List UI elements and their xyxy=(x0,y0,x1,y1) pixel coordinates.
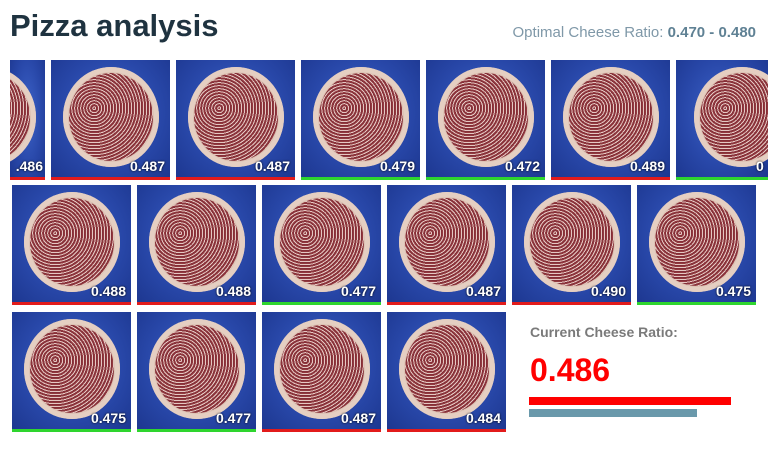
reference-ratio-bar xyxy=(529,409,697,417)
cheese-ratio-value: 0.488 xyxy=(215,283,251,299)
pizza-tile[interactable]: 0 xyxy=(676,60,768,180)
pizza-tile[interactable]: 0.488 xyxy=(12,185,131,305)
pizza-tile[interactable]: 0.487 xyxy=(176,60,295,180)
cheese-ratio-value: 0.490 xyxy=(590,283,626,299)
pizza-image xyxy=(23,191,120,292)
cheese-ratio-value: .486 xyxy=(15,158,43,174)
current-ratio-value: 0.486 xyxy=(530,352,611,388)
pizza-image xyxy=(694,66,768,167)
pizza-image xyxy=(273,191,370,292)
pizza-image xyxy=(273,318,370,419)
cheese-ratio-value: 0.487 xyxy=(340,410,376,426)
cheese-ratio-value: 0.477 xyxy=(215,410,251,426)
pizza-image xyxy=(187,66,284,167)
pizza-tile[interactable]: 0.489 xyxy=(551,60,670,180)
cheese-ratio-value: 0.475 xyxy=(90,410,126,426)
pizza-image xyxy=(23,318,120,419)
pizza-image xyxy=(62,66,159,167)
cheese-ratio-value: 0.479 xyxy=(379,158,415,174)
optimal-ratio: Optimal Cheese Ratio: 0.470 - 0.480 xyxy=(513,24,756,41)
page-title: Pizza analysis xyxy=(10,8,219,43)
cheese-ratio-value: 0.472 xyxy=(504,158,540,174)
pizza-image xyxy=(148,318,245,419)
optimal-label: Optimal Cheese Ratio: xyxy=(512,24,664,41)
pizza-image xyxy=(398,318,495,419)
pizza-image xyxy=(523,191,620,292)
cheese-ratio-value: 0.475 xyxy=(715,283,751,299)
cheese-ratio-value: 0.477 xyxy=(340,283,376,299)
pizza-tile[interactable]: 0.484 xyxy=(387,312,506,432)
pizza-tile[interactable]: 0.477 xyxy=(137,312,256,432)
pizza-tile[interactable]: 0.479 xyxy=(301,60,420,180)
optimal-range: 0.470 - 0.480 xyxy=(667,24,756,41)
pizza-tile[interactable]: 0.487 xyxy=(387,185,506,305)
pizza-image xyxy=(148,191,245,292)
pizza-tile[interactable]: 0.487 xyxy=(262,312,381,432)
pizza-image xyxy=(437,66,534,167)
pizza-tile[interactable]: 0.488 xyxy=(137,185,256,305)
pizza-tile[interactable]: 0.490 xyxy=(512,185,631,305)
pizza-tile[interactable]: 0.472 xyxy=(426,60,545,180)
pizza-image xyxy=(398,191,495,292)
current-ratio-bar xyxy=(529,397,731,405)
cheese-ratio-value: 0.487 xyxy=(254,158,290,174)
current-ratio-label: Current Cheese Ratio: xyxy=(530,324,678,340)
pizza-tile[interactable]: .486 xyxy=(10,60,45,180)
pizza-tile[interactable]: 0.477 xyxy=(262,185,381,305)
cheese-ratio-value: 0.487 xyxy=(465,283,501,299)
cheese-ratio-value: 0.484 xyxy=(465,410,501,426)
pizza-image xyxy=(562,66,659,167)
pizza-tile[interactable]: 0.475 xyxy=(12,312,131,432)
cheese-ratio-value: 0.488 xyxy=(90,283,126,299)
pizza-image xyxy=(312,66,409,167)
cheese-ratio-value: 0 xyxy=(756,158,764,174)
pizza-tile[interactable]: 0.475 xyxy=(637,185,756,305)
cheese-ratio-value: 0.487 xyxy=(129,158,165,174)
pizza-image xyxy=(648,191,745,292)
pizza-image xyxy=(10,66,36,167)
pizza-tile[interactable]: 0.487 xyxy=(51,60,170,180)
cheese-ratio-value: 0.489 xyxy=(629,158,665,174)
